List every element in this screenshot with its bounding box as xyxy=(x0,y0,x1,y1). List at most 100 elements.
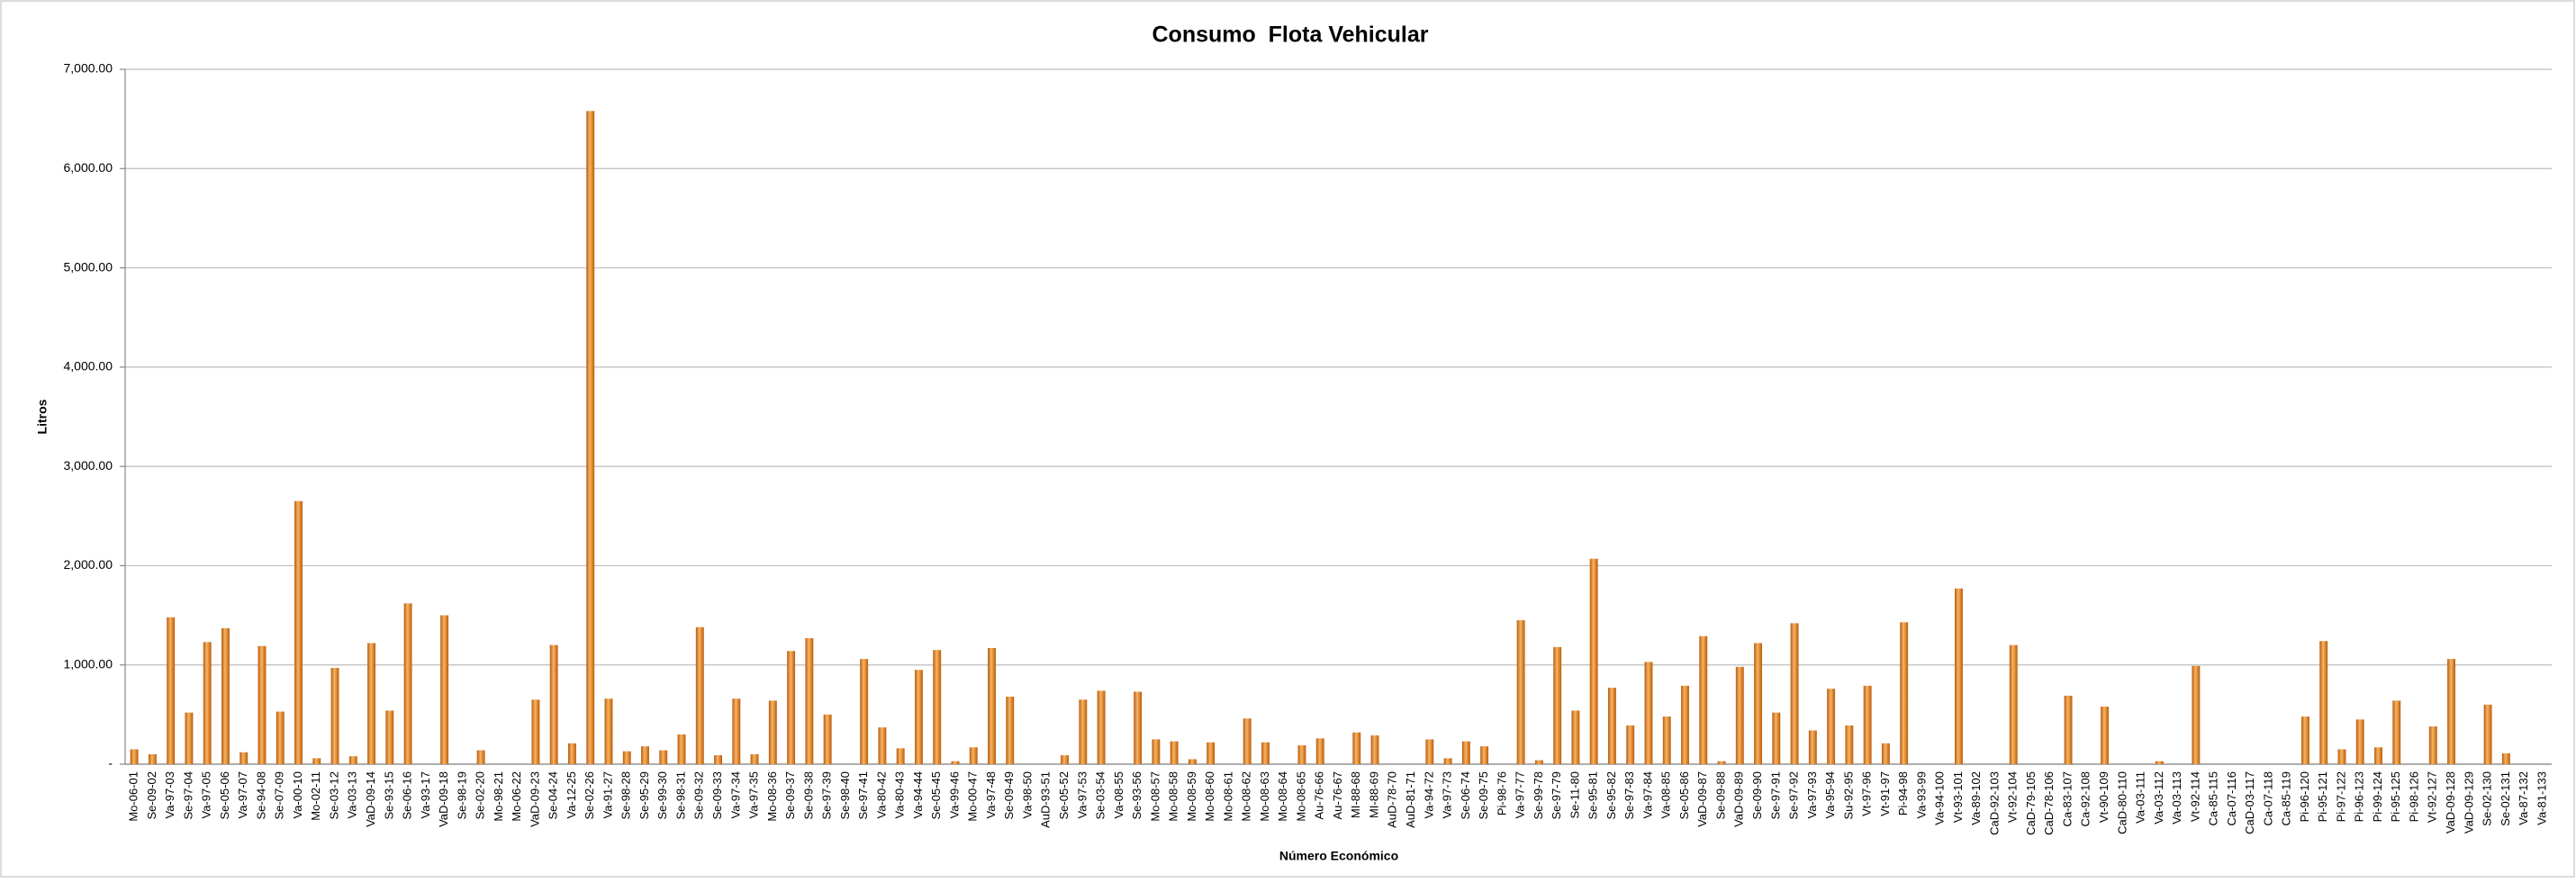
x-tick-label: Se-02-130 xyxy=(2481,771,2494,826)
x-tick-label: Se-05-45 xyxy=(929,771,943,819)
bar xyxy=(1607,688,1616,764)
x-tick-label: Se-11-80 xyxy=(1568,771,1581,819)
x-tick-label: Vt-90-109 xyxy=(2097,771,2111,823)
bar xyxy=(258,645,267,764)
bar xyxy=(1681,685,1689,764)
bar xyxy=(1461,741,1470,764)
x-tick-label: Mo-08-61 xyxy=(1221,771,1234,822)
bar xyxy=(2192,665,2201,764)
x-tick-label: Va-99-46 xyxy=(947,771,961,819)
bar xyxy=(1900,622,1909,764)
x-tick-label: Vt-92-114 xyxy=(2188,771,2201,822)
x-tick-label: Pi-95-121 xyxy=(2316,771,2329,822)
x-tick-label: Va-91-27 xyxy=(601,771,614,819)
bar xyxy=(148,753,157,764)
x-tick-label: MI-88-68 xyxy=(1349,771,1362,818)
bar xyxy=(1790,623,1799,764)
x-tick-label: Se-99-78 xyxy=(1532,771,1545,819)
x-tick-label: Vt-92-127 xyxy=(2426,771,2439,823)
x-tick-label: Ca-85-115 xyxy=(2207,771,2220,825)
bar xyxy=(1188,759,1197,764)
x-tick-label: Va-97-93 xyxy=(1805,771,1819,819)
x-tick-label: Va-12-25 xyxy=(565,771,578,819)
x-tick-label: Mo-08-62 xyxy=(1240,771,1253,822)
x-tick-label: Se-09-49 xyxy=(1002,771,1016,819)
x-tick-label: CaD-80-110 xyxy=(2115,771,2129,834)
x-tick-label: VaD-09-87 xyxy=(1695,771,1709,827)
x-tick-label: Mo-02-11 xyxy=(309,771,322,821)
x-tick-label: Se-93-15 xyxy=(382,771,395,819)
bar xyxy=(914,670,923,764)
bar xyxy=(659,750,668,764)
x-tick-label: VaD-09-14 xyxy=(364,771,377,827)
x-tick-label: Va-97-07 xyxy=(236,771,249,819)
bar xyxy=(2428,726,2437,764)
bar xyxy=(1079,699,1088,764)
x-tick-label: Mo-08-65 xyxy=(1294,771,1307,822)
x-tick-label: Pi-98-76 xyxy=(1495,771,1508,815)
x-tick-label: Pi-94-98 xyxy=(1896,771,1910,815)
x-tick-label: Mo-06-22 xyxy=(510,771,523,822)
x-tick-label: Se-95-81 xyxy=(1586,771,1600,819)
x-tick-label: Va-93-17 xyxy=(419,771,432,819)
x-tick-label: Vt-92-104 xyxy=(2006,771,2020,823)
x-tick-label: Se-02-20 xyxy=(474,771,487,819)
bar xyxy=(988,647,996,764)
y-tick-label: 5,000.00 xyxy=(64,259,113,274)
bar xyxy=(185,712,194,764)
bar xyxy=(2392,700,2401,764)
bar xyxy=(330,668,339,764)
bar xyxy=(130,749,139,764)
bar xyxy=(695,626,704,764)
y-tick-label: 2,000.00 xyxy=(64,557,113,572)
bar xyxy=(2483,704,2492,764)
bar xyxy=(312,758,321,764)
bar xyxy=(787,651,796,764)
x-tick-label: Va-94-72 xyxy=(1422,771,1435,819)
bar xyxy=(1863,685,1872,764)
x-tick-label: Va-08-85 xyxy=(1659,771,1673,819)
bar xyxy=(1207,742,1216,764)
x-tick-label: Mo-08-63 xyxy=(1258,771,1271,822)
bar xyxy=(1152,739,1161,764)
x-tick-label: Se-97-04 xyxy=(181,771,194,819)
x-tick-label: Se-02-131 xyxy=(2499,771,2512,826)
bar xyxy=(167,617,176,764)
bar xyxy=(896,748,905,764)
x-tick-label: Se-05-86 xyxy=(1677,771,1691,819)
x-tick-label: Ca-07-118 xyxy=(2261,771,2274,825)
bar xyxy=(567,743,576,764)
bar xyxy=(348,756,357,764)
bar xyxy=(2374,747,2382,764)
x-tick-label: Va-03-112 xyxy=(2152,771,2165,824)
bar xyxy=(1845,725,1854,764)
x-tick-label: Se-99-30 xyxy=(655,771,669,819)
x-tick-label: Se-97-83 xyxy=(1622,771,1636,819)
bar xyxy=(1443,758,1452,764)
x-tick-label: Se-03-12 xyxy=(327,771,340,819)
bar xyxy=(1589,558,1598,764)
x-tick-label: Mo-08-57 xyxy=(1148,771,1161,822)
x-tick-label: Pi-99-124 xyxy=(2371,771,2384,822)
x-tick-label: Va-97-84 xyxy=(1641,771,1654,819)
x-tick-label: Se-95-29 xyxy=(637,771,651,819)
x-tick-label: Se-94-08 xyxy=(254,771,267,819)
x-tick-label: Se-97-79 xyxy=(1550,771,1563,819)
bar xyxy=(2447,659,2456,764)
bar xyxy=(549,644,558,764)
x-tick-label: AuD-93-51 xyxy=(1039,771,1053,828)
bar xyxy=(1754,643,1763,764)
x-tick-label: Mo-08-64 xyxy=(1276,771,1289,822)
bar xyxy=(1827,689,1836,764)
x-tick-label: Va-89-102 xyxy=(1969,771,1983,825)
bar xyxy=(2009,644,2018,764)
bar xyxy=(1352,732,1361,764)
bar xyxy=(1006,697,1015,764)
x-tick-label: Vt-91-97 xyxy=(1878,771,1892,816)
x-tick-label: CaD-03-117 xyxy=(2243,771,2256,834)
x-tick-label: Se-09-75 xyxy=(1477,771,1490,819)
x-tick-label: Va-80-42 xyxy=(874,771,888,819)
x-tick-label: Se-09-37 xyxy=(783,771,797,819)
x-tick-label: Vt-93-101 xyxy=(1951,771,1965,823)
